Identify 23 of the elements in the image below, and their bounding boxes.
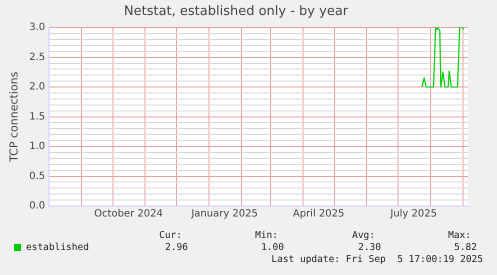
y-axis-title: TCP connections [7,71,20,163]
text: Last update: Fri Sep 5 17:00:19 2025 [271,254,483,265]
text: Max: [448,230,471,241]
x-tick-label: July 2025 [389,208,437,220]
x-tick-label: October 2024 [94,208,163,220]
text: 2.30 [358,242,381,253]
text: Cur: [159,230,182,241]
text: Avg: [352,230,375,241]
y-tick-label: 1.0 [29,141,46,152]
y-tick-label: 0.0 [29,200,46,212]
y-tick-label: 3.0 [29,22,46,34]
y-tick-label: 1.5 [29,111,46,122]
y-tick-label: 0.5 [29,170,46,182]
y-tick-label: 2.0 [29,82,46,93]
text: 1.00 [261,242,284,253]
text: 2.96 [165,242,188,253]
y-tick-label: 2.5 [29,52,46,63]
text: Min: [255,230,278,241]
x-tick-label: January 2025 [190,208,258,220]
text: 5.82 [454,242,477,253]
chart-title: Netstat, established only - by year [124,4,349,20]
x-tick-label: April 2025 [292,208,344,220]
legend-label: established [26,242,89,253]
